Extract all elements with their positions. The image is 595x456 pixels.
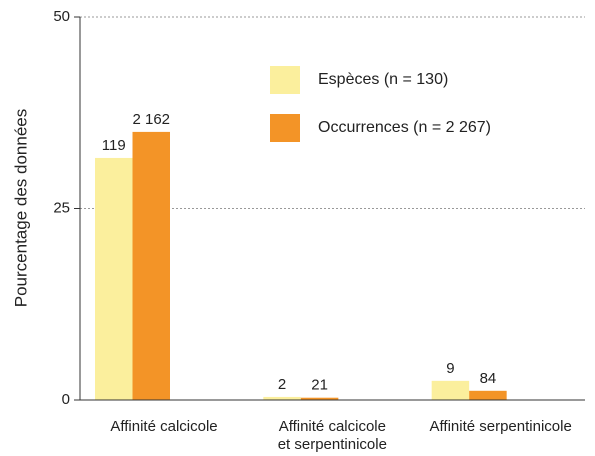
bar xyxy=(263,396,301,400)
data-label: 84 xyxy=(480,370,497,387)
y-tick-label: 50 xyxy=(53,8,70,25)
data-label: 21 xyxy=(311,377,328,394)
x-tick-label: Affinité calcicole et serpentinicole xyxy=(277,418,387,453)
data-label: 2 xyxy=(278,376,286,393)
bar xyxy=(300,397,339,400)
bar xyxy=(95,157,133,400)
x-tick-label: Affinité calcicole xyxy=(110,418,218,435)
y-tick-label: 25 xyxy=(53,199,70,216)
x-tick-label: Affinité serpentinicole xyxy=(429,418,572,435)
legend-swatch xyxy=(270,66,300,94)
legend-label: Espèces (n = 130) xyxy=(318,71,448,88)
y-tick-label: 0 xyxy=(62,391,70,408)
bar xyxy=(132,131,170,400)
data-label: 9 xyxy=(446,360,454,377)
bar xyxy=(469,390,507,400)
y-axis-label: Pourcentage des données xyxy=(11,109,30,308)
legend-swatch xyxy=(270,114,300,142)
legend-label: Occurrences (n = 2 267) xyxy=(318,119,491,136)
data-label: 2 162 xyxy=(132,111,170,128)
bar xyxy=(431,380,470,400)
data-label: 119 xyxy=(102,137,126,154)
